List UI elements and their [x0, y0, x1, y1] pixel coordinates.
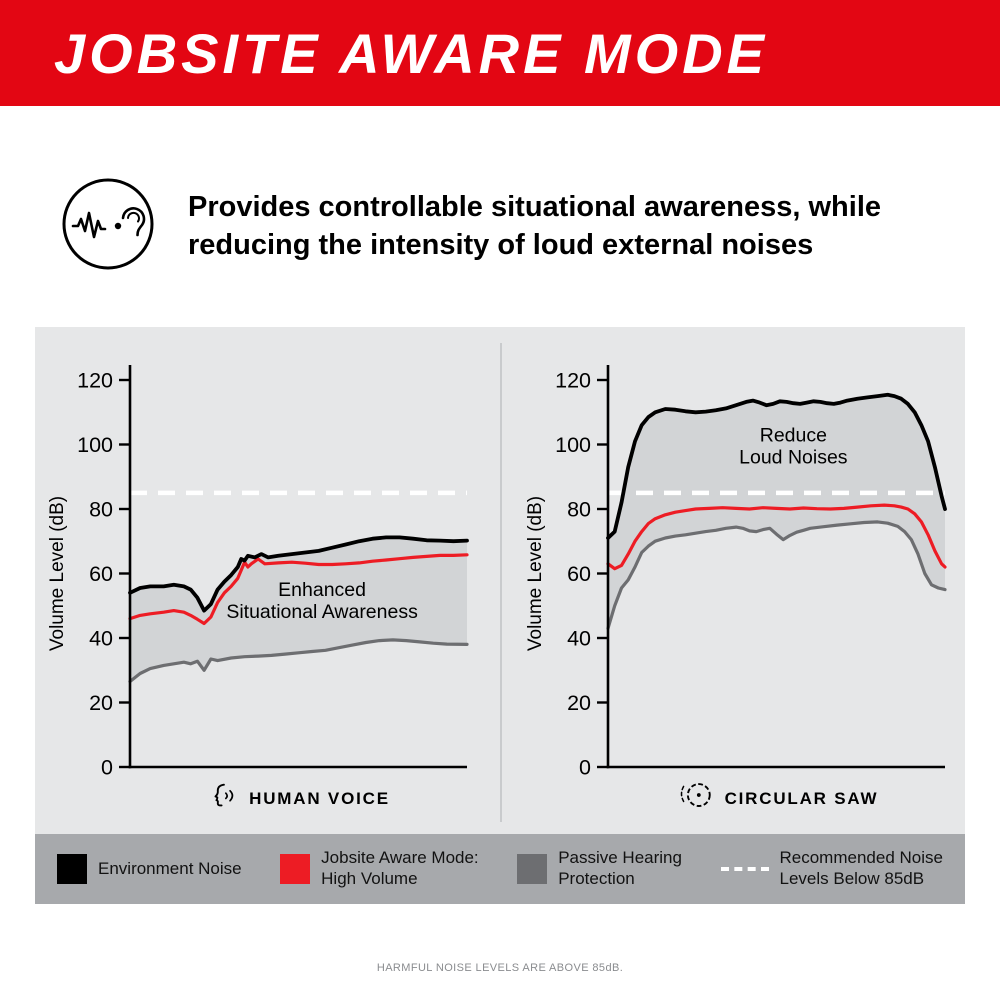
legend-bar: Environment Noise Jobsite Aware Mode: Hi… — [35, 834, 965, 904]
jobsite-aware-icon — [60, 176, 156, 277]
passive-swatch — [517, 854, 548, 884]
dashed-line-swatch — [720, 867, 769, 871]
human-voice-icon — [207, 779, 239, 818]
legend-label: Recommended Noise Levels Below 85dB — [779, 848, 943, 888]
legend-item-environment: Environment Noise — [57, 854, 242, 884]
chart-title: HUMAN VOICE — [249, 788, 390, 808]
svg-text:80: 80 — [567, 498, 591, 522]
chart-human-voice: 0 20 40 60 80 100 120 Volume Level (dB) Enhanced… — [35, 355, 487, 834]
chart-panel: 0 20 40 60 80 100 120 Volume Level (dB) Enhanced… — [35, 327, 965, 834]
harmful-noise-note: HARMFUL NOISE LEVELS ARE ABOVE 85dB. — [376, 962, 624, 974]
circular-saw-icon — [675, 779, 715, 818]
intro-section: Provides controllable situational awaren… — [60, 176, 1000, 277]
legend-label: Jobsite Aware Mode: High Volume — [321, 848, 479, 888]
page-title: JOBSITE AWARE MODE — [54, 21, 769, 85]
circular-saw-chart: 0 20 40 60 80 100 120 Volume Level (dB) Reduce Lo… — [525, 365, 947, 780]
svg-text:40: 40 — [567, 627, 591, 651]
svg-text:20: 20 — [89, 691, 113, 715]
intro-text: Provides controllable situational awaren… — [188, 191, 881, 261]
svg-text:60: 60 — [89, 562, 113, 586]
title-banner: JOBSITE AWARE MODE — [0, 0, 1000, 106]
svg-text:100: 100 — [555, 433, 591, 457]
environment-swatch — [57, 854, 87, 884]
panel-divider — [500, 343, 502, 822]
svg-text:0: 0 — [101, 756, 113, 780]
svg-text:120: 120 — [77, 369, 113, 393]
human-voice-caption: HUMAN VOICE — [130, 779, 467, 818]
human-voice-chart: 0 20 40 60 80 100 120 Volume Level (dB) Enhanced… — [47, 365, 469, 780]
svg-text:120: 120 — [555, 369, 591, 393]
chart-title: CIRCULAR SAW — [724, 788, 879, 808]
legend-item-threshold: Recommended Noise Levels Below 85dB — [720, 848, 943, 889]
legend-item-passive: Passive Hearing Protection — [517, 848, 682, 889]
aware-swatch — [280, 854, 311, 884]
svg-text:Volume Level (dB): Volume Level (dB) — [47, 496, 68, 651]
circular-saw-caption: CIRCULAR SAW — [608, 779, 945, 818]
legend-item-aware: Jobsite Aware Mode: High Volume — [280, 848, 479, 889]
svg-text:60: 60 — [567, 562, 591, 586]
svg-text:0: 0 — [579, 756, 591, 780]
svg-text:80: 80 — [89, 498, 113, 522]
svg-text:40: 40 — [89, 627, 113, 651]
svg-text:Volume Level (dB): Volume Level (dB) — [525, 496, 546, 651]
legend-label: Passive Hearing Protection — [558, 848, 682, 888]
svg-text:20: 20 — [567, 691, 591, 715]
chart-circular-saw: 0 20 40 60 80 100 120 Volume Level (dB) Reduce Lo… — [513, 355, 965, 834]
svg-text:100: 100 — [77, 433, 113, 457]
legend-label: Environment Noise — [98, 858, 242, 878]
